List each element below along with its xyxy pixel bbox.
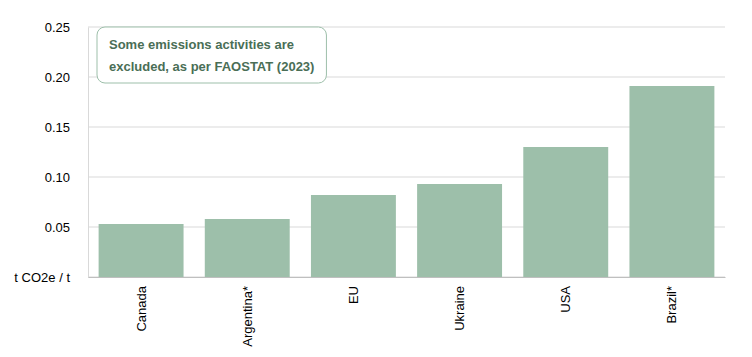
x-tick: USA [558,277,573,313]
x-axis: Canada Argentina* EU Ukraine USA Brazil* [89,277,726,347]
y-tick-label: 0.05 [45,220,70,235]
y-tick-label: 0.20 [45,70,70,85]
x-tick: Argentina* [240,277,255,347]
y-tick: 0.10 [45,170,88,185]
x-tick: Brazil* [664,277,679,324]
y-tick-label: t CO2e / t [14,270,70,285]
x-tick: EU [346,277,361,304]
x-tick-label: Argentina* [240,286,255,347]
annotation-text: Some emissions activities are [109,37,294,52]
bar [523,147,608,277]
x-tick-label: EU [346,286,361,304]
y-tick-label: 0.25 [45,20,70,35]
x-tick: Canada [134,277,149,332]
bar [99,224,184,277]
bar [417,184,502,277]
y-tick: 0.20 [45,70,88,85]
y-tick: 0.05 [45,220,88,235]
x-axis-line [89,277,726,278]
bars [99,86,715,277]
y-tick-label: 0.10 [45,170,70,185]
chart-container: t CO2e / t 0.05 0.10 0.15 0.20 0.25 Canada Arge… [0,0,752,357]
y-tick: 0.15 [45,120,88,135]
grid [88,27,725,277]
y-axis: t CO2e / t 0.05 0.10 0.15 0.20 0.25 [14,20,88,285]
x-tick: Ukraine [452,277,467,331]
y-tick: t CO2e / t [14,270,88,285]
x-tick-label: USA [558,286,573,313]
bar [205,219,290,277]
plot: t CO2e / t 0.05 0.10 0.15 0.20 0.25 Canada Arge… [14,20,725,347]
x-tick-label: Brazil* [664,286,679,324]
x-tick-label: Canada [134,285,149,331]
y-tick-label: 0.15 [45,120,70,135]
annotation-box [97,27,326,83]
y-tick: 0.25 [45,20,88,35]
annotation: Some emissions activities are excluded, a… [97,27,326,83]
x-tick-label: Ukraine [452,286,467,331]
bar [629,86,714,277]
bar [311,195,396,277]
chart-svg: t CO2e / t 0.05 0.10 0.15 0.20 0.25 Canada Arge… [0,0,752,357]
y-axis-line [88,28,89,278]
annotation-text: excluded, as per FAOSTAT (2023) [109,59,314,74]
